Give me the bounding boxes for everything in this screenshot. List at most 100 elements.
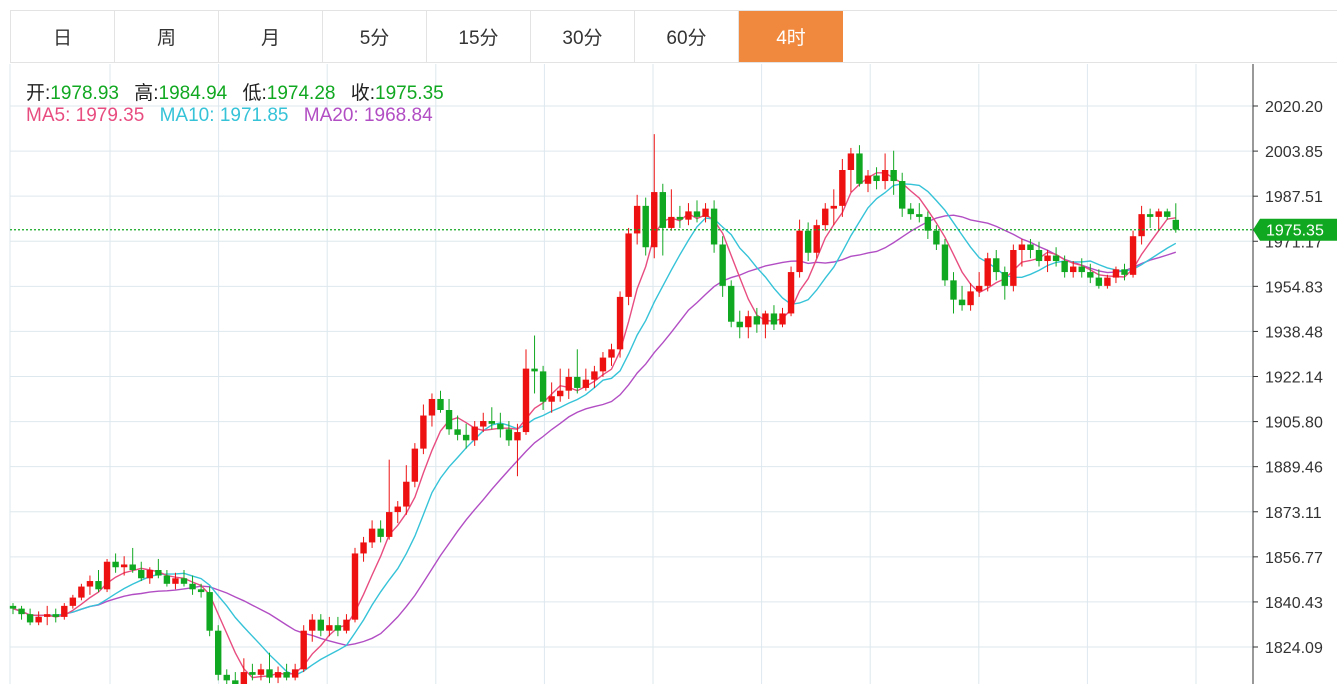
candle <box>215 625 222 681</box>
candle-body <box>839 170 846 206</box>
candle-body <box>975 285 983 292</box>
candle-body <box>514 432 521 441</box>
candle <box>471 421 478 446</box>
candle <box>480 412 487 433</box>
y-tick-label: 1873.11 <box>1265 505 1322 522</box>
candle-body <box>642 205 649 248</box>
candle <box>138 561 145 582</box>
candle-body <box>676 216 684 220</box>
candle-body <box>916 214 923 217</box>
candle-body <box>471 426 478 441</box>
candle-body <box>1129 236 1137 275</box>
candle <box>343 614 350 634</box>
ohlc-readout: 开:1978.93 高:1984.94 低:1974.28 收:1975.35 <box>26 78 444 105</box>
candle <box>668 189 675 231</box>
candle <box>1001 266 1008 300</box>
candle <box>745 310 752 339</box>
candle <box>1095 269 1103 289</box>
candle <box>804 222 812 262</box>
candle <box>266 652 273 684</box>
candle <box>710 200 718 253</box>
candle <box>548 382 555 413</box>
candle <box>146 567 153 584</box>
y-tick-label: 1987.51 <box>1265 189 1323 206</box>
candle-body <box>120 564 128 568</box>
candle <box>78 583 85 601</box>
candle-body <box>1138 214 1145 237</box>
candle <box>403 465 410 515</box>
candle-body <box>18 608 25 615</box>
y-tick-label: 1905.80 <box>1265 415 1323 432</box>
ma5-value: 1979.35 <box>75 105 145 126</box>
tab-4hour[interactable]: 4时 <box>739 11 843 62</box>
candle-body <box>599 357 607 372</box>
candle <box>334 616 342 637</box>
candle-body <box>967 291 974 306</box>
candle-body <box>745 316 752 328</box>
y-tick-label: 2020.20 <box>1265 99 1323 116</box>
y-tick-label: 1889.46 <box>1265 460 1323 477</box>
candle <box>180 570 188 587</box>
candle <box>257 663 265 681</box>
candle <box>95 570 102 593</box>
candle-body <box>488 421 495 424</box>
tab-5min[interactable]: 5分 <box>323 11 427 62</box>
candle <box>52 608 59 623</box>
tab-15min[interactable]: 15分 <box>427 11 531 62</box>
y-tick-label: 1922.14 <box>1265 370 1323 387</box>
candle <box>428 393 436 427</box>
candle <box>941 238 949 286</box>
candle <box>249 663 256 681</box>
candle-body <box>257 669 265 675</box>
candle <box>1027 238 1034 259</box>
tab-month[interactable]: 月 <box>219 11 323 62</box>
candle-body <box>608 349 615 358</box>
candle <box>326 616 333 637</box>
candle-body <box>522 368 530 433</box>
candle-body <box>1155 211 1162 217</box>
candle <box>950 272 957 314</box>
y-tick-label: 1856.77 <box>1265 550 1323 567</box>
candle-body <box>830 205 837 209</box>
candle-body <box>710 208 718 245</box>
candle-body <box>61 605 68 617</box>
candle <box>1155 208 1162 231</box>
candle <box>18 605 25 620</box>
candle <box>317 614 324 637</box>
tab-30min[interactable]: 30分 <box>531 11 635 62</box>
candle <box>1112 266 1120 284</box>
candle <box>368 520 376 548</box>
high-label: 高: <box>134 83 159 104</box>
candle-body <box>480 421 487 427</box>
tab-day[interactable]: 日 <box>11 11 115 62</box>
ma10-value: 1971.85 <box>219 105 289 126</box>
candle-body <box>899 181 906 209</box>
candle-body <box>138 570 145 579</box>
candle-body <box>462 434 470 441</box>
candle <box>497 412 504 438</box>
candle-body <box>651 192 658 248</box>
candle-body <box>1010 250 1017 286</box>
candle <box>1121 263 1128 281</box>
candle <box>993 250 1000 281</box>
candle <box>762 310 769 339</box>
candle-body <box>35 616 42 623</box>
last-price-marker: 1975.35 <box>10 218 1337 241</box>
tab-week[interactable]: 周 <box>115 11 219 62</box>
open-label: 开: <box>26 83 51 104</box>
candle <box>1018 238 1026 267</box>
y-tick-label: 1954.83 <box>1265 279 1323 296</box>
candle <box>599 352 607 377</box>
candle-body <box>856 153 863 184</box>
y-axis: 2020.202003.851987.511971.171954.831938.… <box>1252 64 1323 684</box>
candle <box>1044 250 1051 273</box>
tab-60min[interactable]: 60分 <box>635 11 739 62</box>
candle-body <box>728 285 735 322</box>
candle <box>386 459 393 540</box>
candle <box>728 280 735 328</box>
candle-body <box>103 561 111 590</box>
candle-body <box>78 586 85 598</box>
candle <box>1129 230 1137 278</box>
candle-body <box>762 313 769 325</box>
